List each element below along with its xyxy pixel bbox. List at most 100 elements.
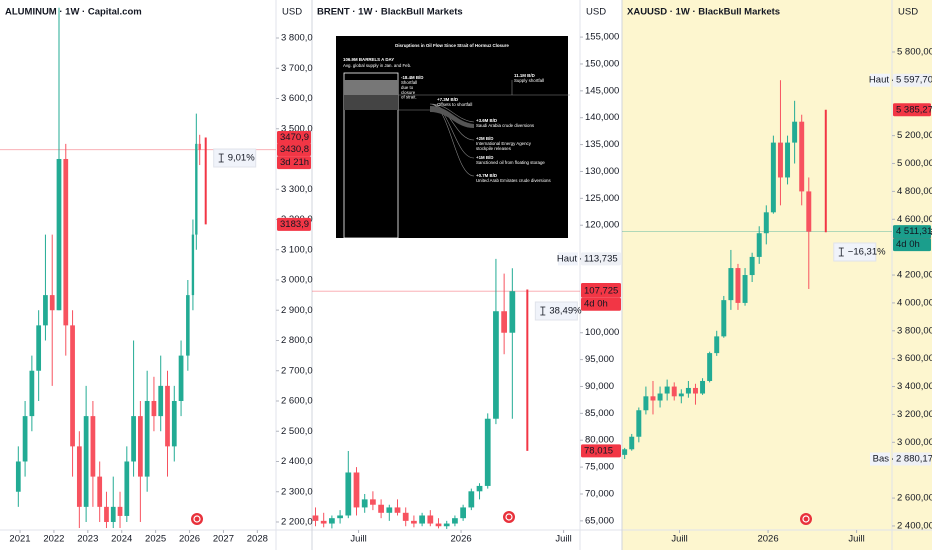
- x-tick-label: 2024: [111, 534, 132, 545]
- inset-item-value: +2M B/D: [476, 136, 493, 141]
- y-tick-label: 3 000,0: [281, 275, 313, 286]
- candle-body: [56, 158, 62, 311]
- extreme-label: 5 597,70: [896, 75, 932, 86]
- candle-body: [337, 515, 343, 519]
- candle-body: [198, 143, 201, 150]
- y-tick-label: 2 400,00: [897, 520, 932, 531]
- candle-body: [70, 325, 75, 447]
- candle-body: [671, 386, 677, 397]
- measure-label-box: [534, 301, 578, 321]
- candle-body: [378, 504, 384, 513]
- candle-body: [476, 485, 483, 492]
- candle-body: [76, 446, 82, 507]
- candle-body: [685, 387, 691, 394]
- measure-change: 9,01%: [228, 153, 255, 164]
- y-tick-label: 100,000: [585, 327, 619, 338]
- logos: [191, 511, 812, 525]
- candle-body: [756, 233, 762, 257]
- y-tick-label: 2 300,0: [281, 486, 313, 497]
- candle-body: [195, 143, 198, 235]
- candle-body: [443, 523, 450, 527]
- x-tick-label: 2026: [451, 534, 472, 545]
- measure-end-label-box: [581, 444, 621, 458]
- y-tick-label: 3 800,0: [281, 33, 313, 44]
- y-tick-label: 120,000: [585, 220, 619, 231]
- y-tick-label: 2 400,0: [281, 456, 313, 467]
- barrel-band: [344, 95, 398, 110]
- inset-item-text: stockpile releases: [476, 146, 512, 151]
- candle-body: [370, 499, 376, 505]
- candle-body: [386, 507, 393, 513]
- y-tick-label: 3 200,00: [897, 409, 932, 420]
- countdown-label-box: [277, 156, 311, 170]
- inset-item-value: -18.4M B/D: [401, 75, 423, 80]
- countdown-label-box: [893, 238, 931, 252]
- y-tick-label: 4 200,00: [897, 270, 932, 281]
- candle-body: [657, 393, 663, 401]
- y-tick-label: 3 800,00: [897, 325, 932, 336]
- candle-body: [484, 418, 491, 486]
- candle-body: [509, 291, 516, 333]
- y-tick-label: 3 700,0: [281, 63, 313, 74]
- x-tick-label: 2021: [9, 534, 30, 545]
- y-tick-label: 140,000: [585, 112, 619, 123]
- candle-body: [22, 416, 28, 462]
- extreme-tag-box: [558, 252, 578, 266]
- inset-texts: Disruptions in Oil Flow Since Strait of …: [343, 43, 551, 183]
- candle-body: [707, 353, 713, 381]
- candle-body: [144, 400, 150, 477]
- y-tick-label: 5 800,00: [897, 47, 932, 58]
- countdown-label: 4d 0h: [584, 299, 608, 310]
- extreme-tag: Haut: [869, 75, 889, 86]
- inset-image: Disruptions in Oil Flow Since Strait of …: [336, 36, 570, 239]
- last-price-label-box: [893, 225, 931, 239]
- candle-body: [43, 295, 48, 326]
- inset-item-text: closure: [401, 90, 416, 95]
- candle-body: [452, 518, 458, 524]
- candle-body: [435, 523, 442, 527]
- candle-body: [714, 336, 720, 354]
- y-tick-label: 3 400,00: [897, 381, 932, 392]
- candle-body: [90, 416, 96, 477]
- measure-change: −16,31%: [848, 247, 886, 258]
- measure-label-box: [213, 148, 257, 168]
- panel-background: [0, 0, 312, 550]
- y-tick-label: 2 600,00: [897, 493, 932, 504]
- inset-item-text: United Arab Emirates crude diversions: [476, 178, 551, 183]
- x-tick-label: 2026: [179, 534, 200, 545]
- candle-body: [806, 191, 812, 232]
- candle-body: [770, 142, 776, 213]
- candle-body: [728, 268, 734, 301]
- candle-body: [785, 142, 791, 178]
- y-tick-label: 5 000,00: [897, 158, 932, 169]
- candle-body: [117, 506, 123, 516]
- y-tick-label: 95,000: [585, 354, 614, 365]
- inset-item-value: +3.6M B/D: [476, 118, 497, 123]
- y-tick-label: 80,000: [585, 435, 614, 446]
- candle-body: [735, 268, 741, 303]
- inset-background: [336, 36, 568, 238]
- y-tick-label: 3 000,00: [897, 437, 932, 448]
- candle-body: [650, 396, 656, 401]
- y-tick-label: 2 700,0: [281, 365, 313, 376]
- inset-connectors: [398, 80, 570, 177]
- y-tick-label: 2 200,0: [281, 516, 313, 527]
- extreme-tag: Bas: [873, 454, 890, 465]
- candle-body: [345, 472, 352, 516]
- last-price-label: 107,725: [584, 286, 618, 297]
- measure-start-label-box: [893, 103, 931, 117]
- measure-icon: [540, 306, 546, 316]
- candle-body: [411, 520, 417, 524]
- candle-body: [493, 311, 499, 419]
- candle-body: [460, 507, 466, 519]
- x-tick-label: Juill: [848, 534, 864, 545]
- y-tick-label: 4 600,00: [897, 214, 932, 225]
- extreme-tag: Haut: [557, 253, 577, 264]
- inset-item-text: Offsets to shortfall: [437, 102, 472, 107]
- y-tick-label: 4 800,00: [897, 186, 932, 197]
- charts: ALUMINUM · 1W · Capital.com USD 3 800,0 3 7…: [0, 7, 932, 545]
- candle-body: [49, 295, 55, 311]
- logo: [802, 515, 810, 523]
- candle-body: [36, 325, 42, 371]
